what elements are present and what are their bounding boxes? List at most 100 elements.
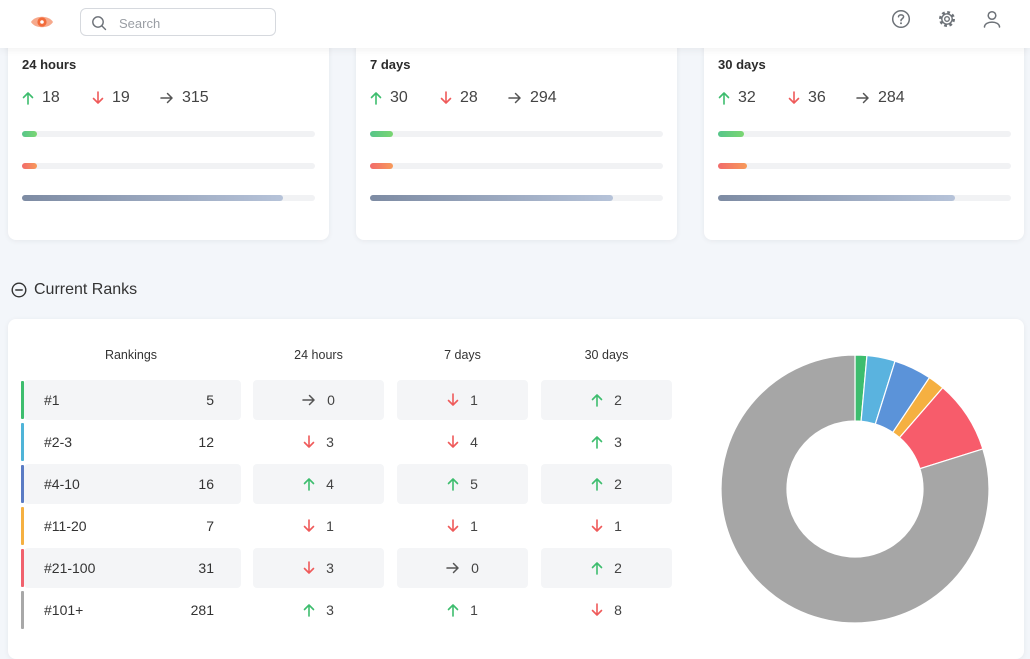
change-cell-d7: 1 — [397, 506, 528, 546]
change-cell-d30: 8 — [541, 590, 672, 630]
arrow-up-icon — [303, 478, 315, 491]
card-title: 24 hours — [22, 57, 77, 72]
arrow-down-icon — [447, 393, 459, 406]
column-header-rankings: Rankings — [104, 348, 158, 362]
arrow-up-icon — [591, 562, 603, 575]
stat-same-value: 315 — [182, 89, 209, 106]
arrow-up-icon — [303, 604, 315, 617]
summary-card-30d: 30 days 32 36 284 — [704, 30, 1024, 240]
arrow-up-icon — [591, 436, 603, 449]
rank-distribution-donut-chart — [721, 355, 989, 623]
arrow-right-icon — [508, 92, 521, 104]
eye-logo-icon[interactable] — [30, 11, 54, 33]
progress-same — [718, 195, 1011, 201]
change-cell-d30: 2 — [541, 548, 672, 588]
summary-card-7d: 7 days 30 28 294 — [356, 30, 677, 240]
stat-down: 19 — [92, 88, 130, 108]
stat-same-value: 284 — [878, 89, 905, 106]
collapse-minus-icon — [11, 282, 27, 298]
change-value: 3 — [614, 434, 622, 450]
change-value: 3 — [326, 560, 334, 576]
change-value: 1 — [614, 518, 622, 534]
gear-icon[interactable] — [937, 9, 957, 29]
arrow-right-icon — [446, 562, 459, 574]
stat-same: 315 — [160, 88, 209, 108]
rank-row: #4-10 16 — [21, 464, 241, 504]
stat-up: 32 — [718, 88, 756, 108]
stat-down: 28 — [440, 88, 478, 108]
change-cell-h24: 3 — [253, 548, 384, 588]
search-box[interactable] — [80, 8, 276, 36]
stat-up-value: 30 — [390, 89, 408, 106]
rank-label: #101+ — [44, 602, 84, 618]
change-cell-d7: 1 — [397, 380, 528, 420]
change-value: 1 — [470, 602, 478, 618]
rank-label: #21-100 — [44, 560, 96, 576]
search-input[interactable] — [117, 13, 271, 33]
rank-color-bar — [21, 381, 24, 419]
progress-up — [22, 131, 315, 137]
arrow-up-icon — [591, 478, 603, 491]
arrow-up-icon — [718, 92, 730, 105]
rank-row: #101+ 281 — [21, 590, 241, 630]
rank-color-bar — [21, 465, 24, 503]
change-cell-d30: 2 — [541, 464, 672, 504]
stat-down-value: 36 — [808, 89, 826, 106]
change-cell-d30: 2 — [541, 380, 672, 420]
stat-up: 18 — [22, 88, 60, 108]
rank-row: #11-20 7 — [21, 506, 241, 546]
arrow-down-icon — [447, 435, 459, 448]
rank-count: 281 — [190, 602, 214, 618]
help-icon[interactable] — [891, 9, 911, 29]
card-title: 30 days — [718, 57, 766, 72]
change-cell-h24: 3 — [253, 590, 384, 630]
arrow-up-icon — [22, 92, 34, 105]
change-value: 3 — [326, 434, 334, 450]
rank-label: #2-3 — [44, 434, 73, 450]
rank-count: 7 — [206, 518, 214, 534]
card-title: 7 days — [370, 57, 411, 72]
rank-count: 12 — [198, 434, 214, 450]
progress-down — [718, 163, 1011, 169]
change-cell-h24: 1 — [253, 506, 384, 546]
stat-same: 294 — [508, 88, 557, 108]
arrow-up-icon — [370, 92, 382, 105]
change-value: 4 — [470, 434, 478, 450]
donut-slice-101[interactable] — [721, 355, 989, 623]
rank-row: #2-3 12 — [21, 422, 241, 462]
stat-same-value: 294 — [530, 89, 557, 106]
arrow-down-icon — [447, 519, 459, 532]
change-value: 1 — [470, 392, 478, 408]
stat-down: 36 — [788, 88, 826, 108]
user-icon[interactable] — [982, 9, 1002, 29]
progress-up — [370, 131, 663, 137]
arrow-down-icon — [440, 91, 452, 104]
column-header-30d: 30 days — [584, 348, 629, 362]
arrow-up-icon — [591, 394, 603, 407]
arrow-down-icon — [92, 91, 104, 104]
change-cell-h24: 3 — [253, 422, 384, 462]
rank-label: #1 — [44, 392, 60, 408]
change-value: 1 — [470, 518, 478, 534]
change-value: 1 — [326, 518, 334, 534]
rank-count: 31 — [198, 560, 214, 576]
change-cell-d7: 0 — [397, 548, 528, 588]
change-value: 8 — [614, 602, 622, 618]
progress-up — [718, 131, 1011, 137]
change-cell-d7: 4 — [397, 422, 528, 462]
stat-up-value: 18 — [42, 89, 60, 106]
rank-color-bar — [21, 507, 24, 545]
arrow-down-icon — [303, 519, 315, 532]
rank-row: #21-100 31 — [21, 548, 241, 588]
arrow-up-icon — [447, 604, 459, 617]
current-ranks-toggle[interactable]: Current Ranks — [11, 281, 137, 299]
rank-label: #4-10 — [44, 476, 80, 492]
change-value: 2 — [614, 392, 622, 408]
change-value: 4 — [326, 476, 334, 492]
progress-down — [22, 163, 315, 169]
stat-up: 30 — [370, 88, 408, 108]
section-title: Current Ranks — [34, 281, 138, 298]
change-cell-h24: 0 — [253, 380, 384, 420]
arrow-down-icon — [591, 603, 603, 616]
stat-down-value: 28 — [460, 89, 478, 106]
